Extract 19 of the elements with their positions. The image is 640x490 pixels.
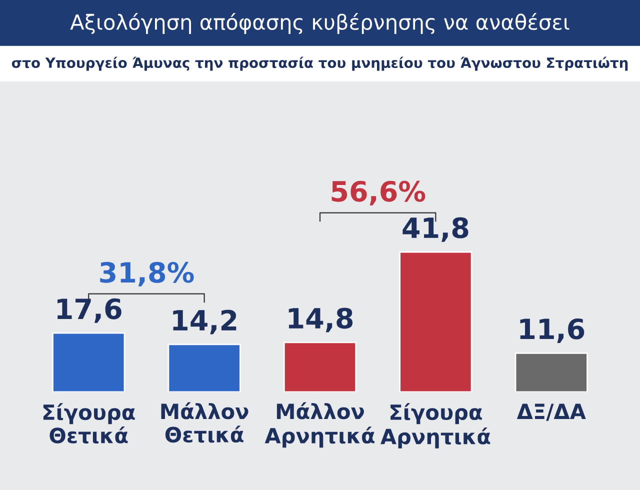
x-tick-label: Σίγουρα Θετικά bbox=[43, 403, 135, 444]
bar bbox=[168, 344, 241, 392]
x-tick-label: Μάλλον Αρνητικά bbox=[264, 402, 374, 448]
chart-subtitle: στο Υπουργείο Άμυνας την προστασία του μνημείου του Άγνωστου Στρατιώτη bbox=[12, 56, 628, 71]
bar bbox=[514, 352, 588, 392]
bar bbox=[283, 342, 357, 392]
data-label: 14,8 bbox=[288, 308, 353, 332]
x-tick-label: ΔΞ/ΔΑ bbox=[516, 404, 586, 421]
annotation: 31,8% bbox=[100, 262, 194, 286]
data-label: 11,6 bbox=[520, 318, 584, 343]
x-tick-label: Σίγουρα Αρνητικά bbox=[380, 403, 490, 448]
bar bbox=[52, 332, 126, 392]
data-label: 41,8 bbox=[402, 217, 468, 242]
text: 56,6% bbox=[332, 180, 426, 206]
bar bbox=[399, 251, 472, 392]
chart-title: Αξιολόγηση απόφασης κυβέρνησης να αναθέσει bbox=[70, 13, 570, 34]
data-label: 14,2 bbox=[173, 310, 236, 334]
data-label: 17,6 bbox=[57, 298, 122, 323]
x-tick-label: Μάλλον Θετικά bbox=[161, 402, 248, 443]
